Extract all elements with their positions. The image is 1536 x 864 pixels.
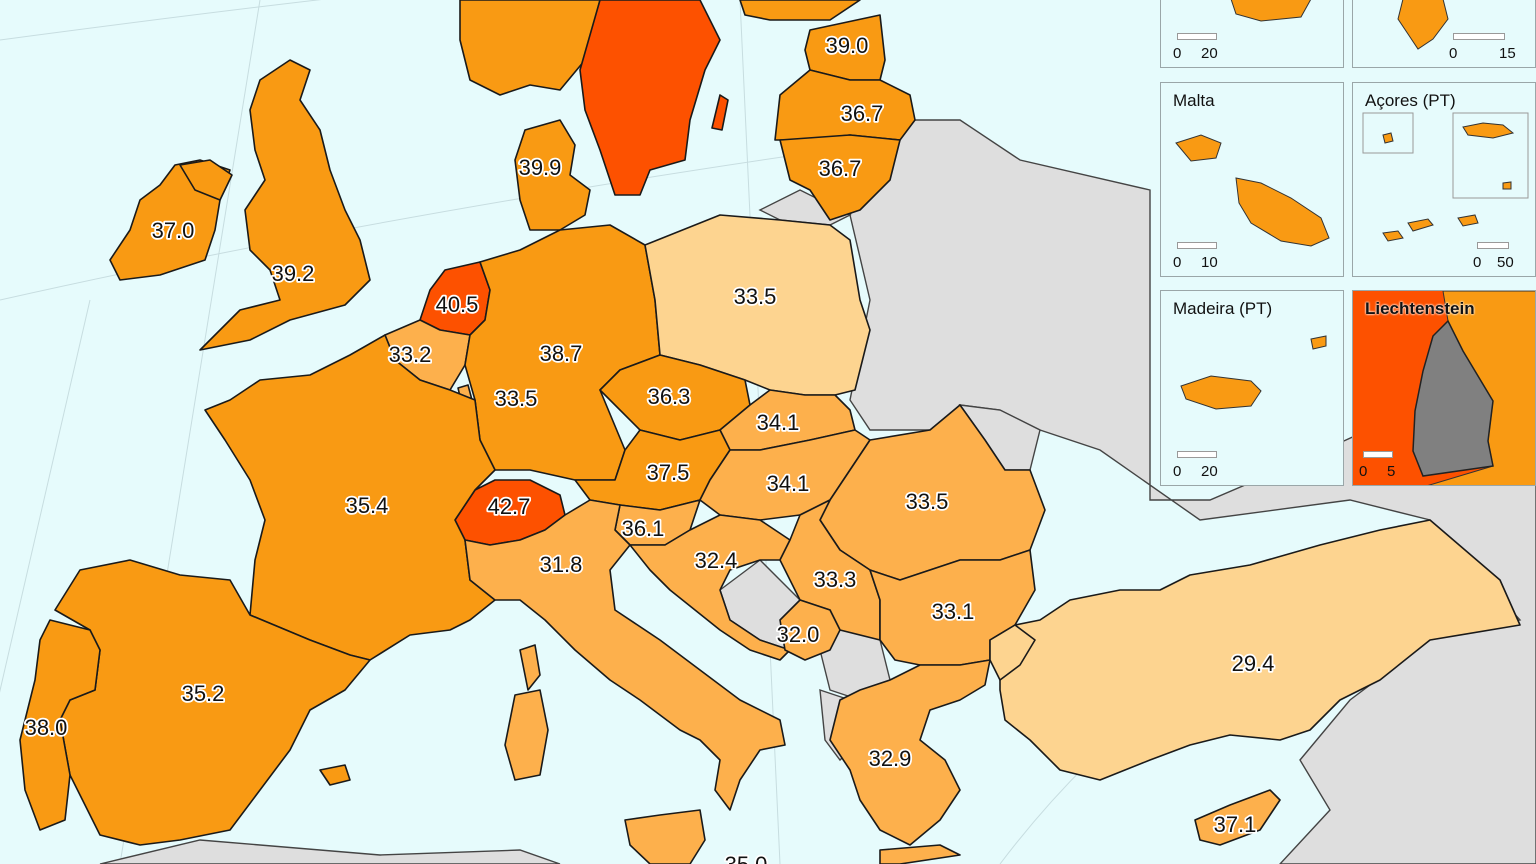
scale-bar: 0 10 [1173, 242, 1253, 271]
inset-top-left: 0 20 [1160, 0, 1344, 68]
value-label-netherlands: 40.5 [436, 292, 479, 317]
northern-ireland [179, 159, 233, 201]
value-label-germany: 38.7 [540, 341, 583, 366]
scale-bar: 0 20 [1173, 33, 1233, 62]
norway [459, 0, 601, 96]
value-label-croatia: 32.4 [695, 548, 738, 573]
scale-bar: 0 15 [1449, 33, 1529, 62]
inset-title: Madeira (PT) [1173, 299, 1273, 318]
value-label-slovenia: 36.1 [622, 516, 665, 541]
value-label-hungary: 34.1 [767, 471, 810, 496]
finland [739, 0, 861, 21]
inset-title: Liechtenstein [1365, 299, 1475, 318]
value-label-portugal: 38.0 [25, 715, 68, 740]
scale-bar: 0 5 [1359, 451, 1419, 480]
value-label-romania: 33.5 [906, 489, 949, 514]
inset-top-right: 0 15 [1352, 0, 1536, 68]
gotland [711, 94, 729, 131]
value-label-ireland: 37.0 [152, 218, 195, 243]
sweden [579, 0, 721, 196]
value-labels: 37.0 39.2 40.5 33.2 33.5 38.7 39.9 39.0 … [23, 31, 1276, 864]
value-label-czechia: 36.3 [648, 384, 691, 409]
value-label-bulgaria: 33.1 [932, 599, 975, 624]
value-label-united-kingdom: 39.2 [272, 261, 315, 286]
value-label-poland: 33.5 [734, 284, 777, 309]
scale-bar: 0 50 [1473, 242, 1533, 271]
value-label-malta-main: 35.0 [725, 852, 768, 864]
lithuania [779, 134, 901, 221]
value-label-lithuania: 36.7 [819, 156, 862, 181]
turkey [999, 519, 1521, 781]
value-label-estonia: 39.0 [826, 33, 869, 58]
inset-azores: Açores (PT) 0 50 [1352, 82, 1536, 277]
cyprus [1194, 789, 1281, 846]
sardinia [504, 689, 549, 781]
corsica [519, 644, 541, 691]
value-label-spain: 35.2 [182, 681, 225, 706]
inset-liechtenstein: Liechtenstein 0 5 [1352, 290, 1536, 486]
montenegro [779, 599, 841, 661]
turkey-thrace [989, 624, 1036, 681]
inset-title: Malta [1173, 91, 1215, 110]
italy [464, 499, 786, 811]
value-label-turkey: 29.4 [1232, 651, 1275, 676]
croatia [629, 514, 791, 661]
value-label-france: 35.4 [346, 493, 389, 518]
value-label-montenegro: 32.0 [777, 622, 820, 647]
value-label-italy: 31.8 [540, 552, 583, 577]
inset-title: Açores (PT) [1365, 91, 1456, 110]
scale-bar: 0 20 [1173, 451, 1253, 480]
value-label-greece: 32.9 [869, 746, 912, 771]
value-label-belgium: 33.2 [389, 342, 432, 367]
value-label-latvia: 36.7 [841, 101, 884, 126]
value-label-switzerland: 42.7 [488, 494, 531, 519]
value-label-austria: 37.5 [647, 460, 690, 485]
value-label-denmark: 39.9 [519, 155, 562, 180]
sicily [624, 809, 706, 864]
denmark [514, 119, 591, 231]
inset-madeira: Madeira (PT) 0 20 [1160, 290, 1344, 486]
baleares [319, 764, 351, 786]
inset-malta: Malta 0 10 [1160, 82, 1344, 277]
united-kingdom [199, 59, 371, 351]
value-label-luxembourg: 33.5 [495, 386, 538, 411]
greece [829, 659, 991, 846]
portugal [19, 619, 101, 831]
crete [879, 844, 961, 864]
value-label-cyprus: 37.1 [1214, 812, 1257, 837]
value-label-serbia: 33.3 [814, 567, 857, 592]
value-label-slovakia: 34.1 [757, 410, 800, 435]
